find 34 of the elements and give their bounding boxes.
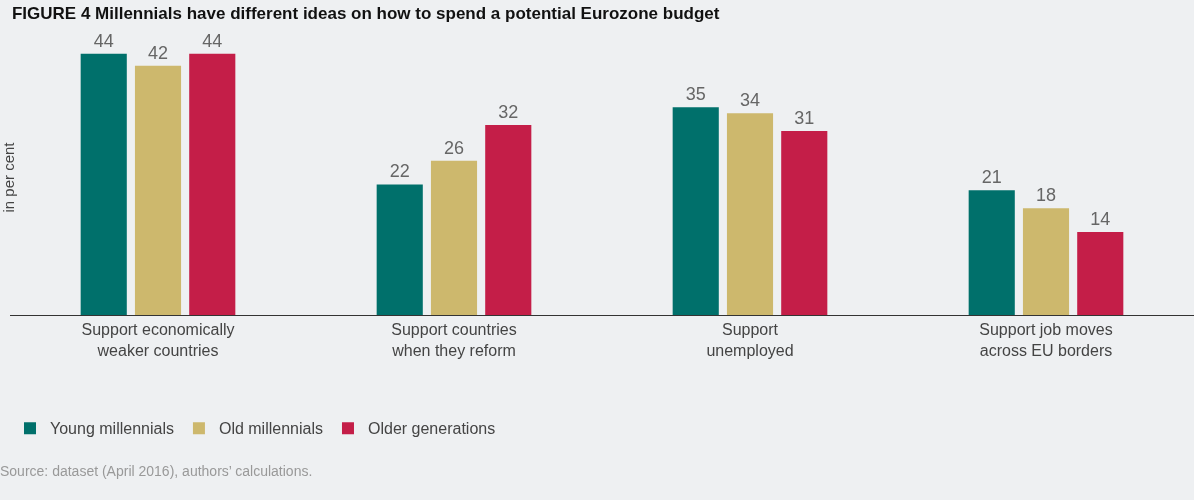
- bar: [968, 190, 1015, 315]
- data-label: 22: [389, 161, 410, 182]
- x-tick-label: Support job moves across EU borders: [979, 321, 1113, 359]
- bar: [1077, 231, 1124, 315]
- source-note: Source: dataset (April 2016), authors’ calculations.: [0, 463, 313, 479]
- y-axis-title: in per cent: [0, 141, 17, 213]
- bar: [376, 184, 423, 315]
- data-label: 31: [794, 107, 815, 128]
- bar: [781, 130, 828, 315]
- legend-label: Young millennials: [50, 420, 174, 438]
- data-label: 14: [1090, 208, 1111, 229]
- bar: [672, 107, 719, 315]
- bar: [189, 53, 236, 315]
- x-tick-label: Support economically weaker countries: [81, 321, 235, 359]
- data-label: 34: [739, 90, 761, 111]
- bar: [80, 53, 127, 315]
- bar: [485, 125, 532, 315]
- bar: [726, 113, 774, 315]
- chart-title: FIGURE 4 Millennials have different ideas on how to spend a potential Eurozone budget: [11, 4, 720, 24]
- legend-label: Older generations: [367, 420, 496, 438]
- bar: [134, 65, 182, 315]
- x-tick-label: Support countries when they reform: [391, 321, 517, 359]
- bar: [430, 160, 478, 315]
- bar: [1022, 208, 1070, 315]
- legend-label: Old millennials: [218, 420, 323, 438]
- data-label: 18: [1035, 185, 1057, 206]
- data-label: 21: [981, 167, 1002, 188]
- data-label: 26: [443, 137, 465, 158]
- x-tick-label: Support unemployed: [706, 321, 794, 359]
- data-label: 44: [202, 30, 223, 51]
- data-label: 42: [147, 42, 169, 63]
- data-label: 35: [685, 84, 706, 105]
- data-label: 44: [93, 30, 114, 51]
- data-label: 32: [498, 102, 519, 122]
